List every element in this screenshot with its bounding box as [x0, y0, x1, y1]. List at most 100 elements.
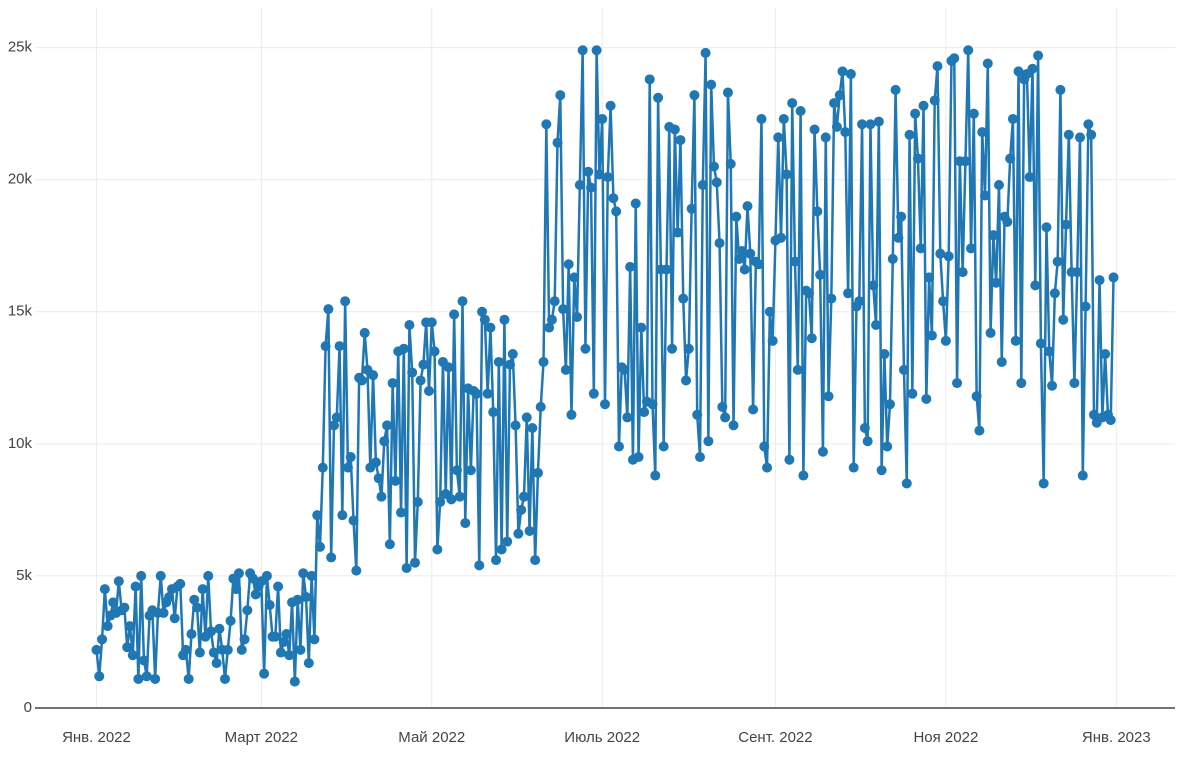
data-point	[854, 296, 865, 307]
data-point	[278, 636, 289, 647]
data-point	[345, 452, 356, 463]
data-point	[457, 296, 468, 307]
data-point	[465, 465, 476, 476]
data-point	[471, 388, 482, 399]
data-point	[549, 296, 560, 307]
data-point	[398, 343, 409, 354]
data-point	[1047, 380, 1058, 391]
data-point	[220, 673, 230, 684]
data-point	[108, 597, 119, 608]
data-point	[968, 108, 979, 119]
data-point	[781, 169, 792, 180]
data-point	[348, 515, 359, 526]
data-point	[306, 570, 317, 581]
data-point	[566, 409, 577, 420]
data-point	[572, 312, 583, 323]
data-point	[583, 166, 594, 177]
data-point	[1088, 409, 1099, 420]
data-point	[630, 198, 641, 209]
x-tick-label: Сент. 2022	[738, 729, 812, 746]
data-point	[401, 563, 412, 573]
data-point	[1075, 132, 1085, 143]
data-point	[1038, 478, 1049, 489]
data-point	[259, 668, 270, 679]
data-point	[736, 246, 747, 257]
data-point	[183, 673, 194, 684]
data-point	[418, 359, 429, 370]
data-point	[488, 407, 499, 418]
data-point	[133, 673, 144, 684]
data-point	[342, 462, 353, 473]
data-point	[569, 272, 580, 283]
data-point	[446, 494, 457, 505]
data-point	[412, 496, 423, 507]
data-point	[334, 341, 345, 352]
data-point	[980, 190, 990, 201]
y-tick-label: 20k	[8, 171, 33, 188]
data-point	[675, 135, 686, 146]
data-point	[647, 399, 658, 410]
data-point	[1030, 280, 1041, 291]
data-point	[991, 277, 1002, 288]
data-point	[485, 322, 496, 333]
data-point	[633, 452, 644, 463]
data-point	[661, 264, 672, 275]
data-point	[993, 179, 1004, 190]
data-point	[1007, 113, 1018, 124]
data-point	[91, 644, 102, 655]
data-point	[518, 491, 529, 502]
data-point	[521, 412, 532, 423]
data-point	[130, 581, 141, 592]
data-point	[301, 592, 312, 603]
data-point	[1002, 216, 1013, 227]
data-point	[214, 623, 225, 634]
data-point	[921, 393, 932, 404]
x-tick-label: Март 2022	[225, 729, 298, 746]
data-point	[1052, 256, 1063, 267]
data-point	[1080, 301, 1091, 312]
data-point	[435, 496, 446, 507]
data-point	[725, 158, 736, 169]
data-point	[1058, 314, 1069, 325]
data-point	[122, 642, 133, 653]
data-point	[790, 256, 800, 267]
data-point	[658, 441, 669, 452]
data-point	[270, 631, 281, 642]
data-point	[320, 341, 331, 352]
data-point	[1077, 470, 1088, 481]
data-point	[1024, 172, 1035, 183]
data-point	[390, 475, 401, 486]
data-point	[611, 206, 622, 217]
data-point	[722, 87, 733, 98]
data-point	[317, 462, 328, 473]
data-point	[524, 526, 535, 537]
data-point	[823, 391, 834, 402]
data-point	[1063, 129, 1074, 140]
data-point	[415, 375, 426, 386]
data-point	[206, 626, 217, 637]
data-point	[532, 467, 543, 478]
data-point	[382, 420, 393, 431]
data-point	[815, 269, 826, 280]
data-point	[898, 364, 909, 375]
data-point	[94, 671, 105, 682]
data-point	[960, 156, 971, 167]
data-point	[474, 560, 485, 571]
data-point	[672, 227, 683, 238]
data-point	[834, 90, 845, 101]
data-point	[885, 399, 895, 410]
data-point	[608, 193, 619, 204]
data-point	[376, 491, 387, 502]
data-point	[798, 470, 809, 481]
data-point	[706, 79, 717, 90]
data-point	[370, 457, 381, 468]
data-point	[373, 473, 384, 484]
x-tick-label: Ноя 2022	[913, 729, 978, 746]
data-point	[681, 375, 692, 386]
data-point	[164, 592, 175, 603]
data-point	[242, 605, 253, 616]
data-point	[734, 253, 745, 264]
data-point	[236, 644, 247, 655]
data-point	[1072, 267, 1083, 278]
